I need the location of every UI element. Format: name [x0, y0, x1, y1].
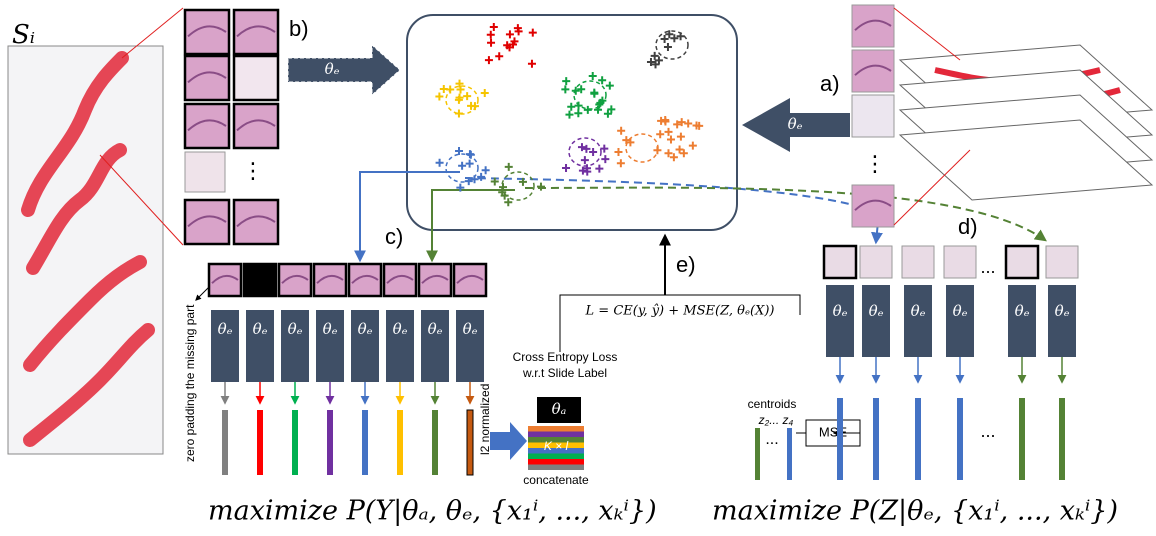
- tile: [279, 264, 311, 296]
- stack-stripe: [528, 426, 584, 432]
- tile: [234, 104, 278, 148]
- step-d: d): [958, 214, 978, 239]
- slide-label: Sᵢ: [12, 20, 35, 50]
- tile: [234, 200, 278, 244]
- tile: [349, 264, 381, 296]
- tile: [185, 104, 229, 148]
- stack-stripe: [528, 465, 584, 471]
- objective-left: maximize P(Y|θₐ, θₑ, {x₁ⁱ, ..., xₖⁱ}): [208, 496, 657, 527]
- embedding-bar: [837, 398, 843, 480]
- encoder-label: θₑ: [253, 320, 268, 338]
- aggregator-label: θₐ: [552, 400, 567, 418]
- tile: [454, 264, 486, 296]
- tile: [209, 264, 241, 296]
- tile: [1006, 246, 1038, 278]
- step-a: a): [820, 71, 840, 96]
- embedding-bar: [397, 410, 403, 475]
- objective-right: maximize P(Z|θₑ, {x₁ⁱ, ..., xₖⁱ}): [712, 496, 1118, 527]
- encoder: [1048, 285, 1076, 357]
- ellipsis: ⋮: [864, 151, 886, 176]
- tile: [185, 152, 225, 192]
- encoder: [826, 285, 854, 357]
- l2-label: l2 normalized: [478, 384, 492, 455]
- step-b: b): [289, 16, 309, 41]
- centroid-ids: z₂... z₄: [758, 413, 794, 427]
- ellipsis: ...: [765, 431, 778, 448]
- encoder-label: θₑ: [788, 115, 803, 133]
- loss-formula: L = CE(y, ŷ) + MSE(Z, θₑ(X)): [585, 304, 775, 319]
- encoder-label: θₑ: [1015, 302, 1030, 320]
- encoder-label: θₑ: [288, 320, 303, 338]
- encoder: [1008, 285, 1036, 357]
- stack-stripe: [528, 432, 584, 438]
- concat-arrow: [490, 422, 527, 460]
- loss-caption: w.r.t Slide Label: [522, 366, 607, 380]
- embedding-bar: [257, 410, 263, 475]
- tile: [852, 5, 894, 47]
- tile: [852, 50, 894, 92]
- step-e: e): [676, 252, 696, 277]
- mse-label: MSE: [819, 424, 848, 439]
- ellipsis: ...: [980, 421, 995, 441]
- stack-stripe: [528, 454, 584, 460]
- tile: [234, 10, 278, 54]
- encoder-label: θₑ: [1055, 302, 1070, 320]
- encoder-label: θₑ: [953, 302, 968, 320]
- encoder-label: θₑ: [358, 320, 373, 338]
- tile: [384, 264, 416, 296]
- tile: [852, 185, 894, 227]
- embedding-bar: [467, 410, 473, 475]
- tile: [824, 246, 856, 278]
- step-c: c): [385, 224, 403, 249]
- encoder-label: θₑ: [463, 320, 478, 338]
- tile: [314, 264, 346, 296]
- encoder: [904, 285, 932, 357]
- encoder: [862, 285, 890, 357]
- centroid-bar: [755, 428, 760, 480]
- tile: [1046, 246, 1078, 278]
- ellipsis: ...: [980, 257, 995, 277]
- encoder-label: θₑ: [393, 320, 408, 338]
- arrow-b: [288, 45, 400, 95]
- encoder-label: θₑ: [218, 320, 233, 338]
- encoder-label: θₑ: [911, 302, 926, 320]
- embedding-bar: [1019, 398, 1025, 480]
- embedding-bar: [957, 398, 963, 480]
- tile: [860, 246, 892, 278]
- concat-size: K × l: [544, 439, 569, 453]
- tile: [419, 264, 451, 296]
- encoder: [946, 285, 974, 357]
- encoder-label: θₑ: [869, 302, 884, 320]
- encoder-label: θₑ: [325, 60, 340, 78]
- loss-caption: Cross Entropy Loss: [513, 350, 618, 364]
- concatenate-label: concatenate: [523, 473, 589, 487]
- tile: [902, 246, 934, 278]
- tile: [185, 200, 229, 244]
- encoder-label: θₑ: [833, 302, 848, 320]
- embedding-bar: [292, 410, 298, 475]
- encoder-label: θₑ: [428, 320, 443, 338]
- embedding-bar: [222, 410, 228, 475]
- figure: Sᵢ b) θₑ a) θₑ ⋮ ⋮ c) d) e) L = CE(y, ŷ)…: [0, 0, 1156, 536]
- zero-padding-label: zero padding the missing part: [183, 304, 197, 462]
- embedding-bar: [1059, 398, 1065, 480]
- embedding-bar: [915, 398, 921, 480]
- stack-stripe: [528, 459, 584, 465]
- tile: [185, 56, 229, 100]
- embedding-bar: [327, 410, 333, 475]
- ellipsis: ⋮: [242, 158, 264, 183]
- encoder-label: θₑ: [323, 320, 338, 338]
- tile: [185, 10, 229, 54]
- tile: [852, 95, 894, 137]
- embedding-bar: [362, 410, 368, 475]
- centroid-bar: [787, 428, 792, 480]
- centroids-label: centroids: [748, 397, 797, 411]
- embedding-bar: [432, 410, 438, 475]
- tile: [244, 264, 276, 296]
- embedding-bar: [873, 398, 879, 480]
- tile: [234, 56, 278, 100]
- tile: [944, 246, 976, 278]
